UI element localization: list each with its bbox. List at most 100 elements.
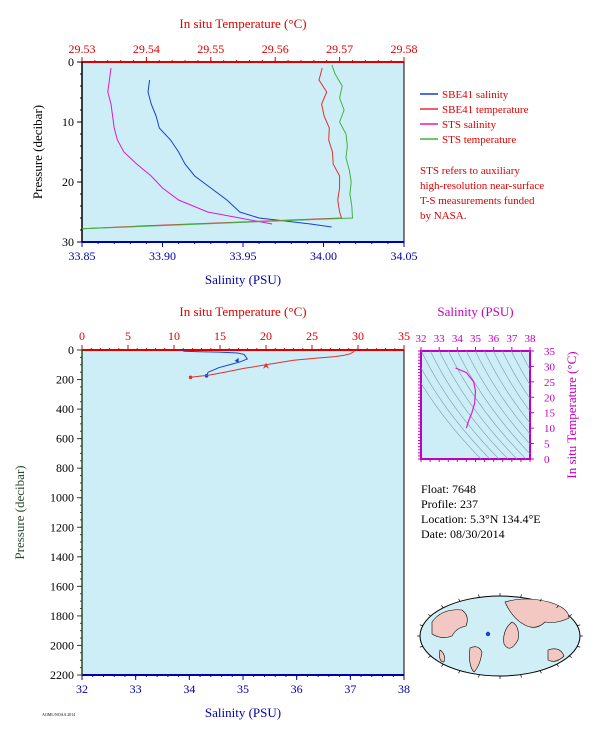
plot2-top-tick-label: 0 xyxy=(79,329,85,343)
ts-right-axis-title: In situ Temperature (°C) xyxy=(564,351,579,478)
plot2-top-tick-label: 5 xyxy=(125,329,131,343)
plot1-bottom-tick-label: 34.00 xyxy=(310,249,337,263)
plot1-note-line: T-S measurements funded xyxy=(420,195,535,207)
ts-density-contour xyxy=(484,351,530,424)
float-location: Location: 5.3°N 134.4°E xyxy=(421,512,541,526)
ts-profile-line xyxy=(455,367,477,429)
world-map-tick xyxy=(478,674,480,678)
ts-top-tick-label: 33 xyxy=(434,333,446,345)
plot2-y-tick-label: 800 xyxy=(56,461,74,475)
plot1-top-tick-label: 29.57 xyxy=(326,42,353,56)
legend-label: STS salinity xyxy=(442,119,497,131)
world-map-tick xyxy=(441,664,444,667)
plot2-background xyxy=(81,349,405,676)
plot2-series-salinity xyxy=(181,349,249,377)
ts-right-tick-label: 10 xyxy=(544,423,556,435)
plot1-bottom-tick-label: 33.85 xyxy=(69,249,96,263)
plot2-y-axis-title: Pressure (decibar) xyxy=(12,465,27,559)
plot2-y-tick-label: 2000 xyxy=(50,638,74,652)
plot2-y-tick-label: 1400 xyxy=(50,550,74,564)
plot2-top-tick-label: 30 xyxy=(352,329,364,343)
world-map-tick xyxy=(520,674,522,678)
world-map-tick xyxy=(539,670,542,674)
world-map-tick xyxy=(478,594,480,598)
plot2-bottom-tick-label: 34 xyxy=(183,682,195,696)
world-map-tick xyxy=(458,598,461,602)
world-map-land xyxy=(439,649,445,663)
plot2-series-temperature xyxy=(190,349,355,378)
plot1-note-line: high-resolution near-surface xyxy=(420,180,544,192)
world-map-tick xyxy=(427,614,431,617)
footer-text: AOML/NOAA 2014 xyxy=(42,712,75,717)
world-map-tick xyxy=(520,594,522,598)
world-map-tick xyxy=(569,614,573,617)
ts-top-tick-label: 38 xyxy=(525,333,537,345)
plot1-bottom-tick-label: 33.90 xyxy=(149,249,176,263)
ts-top-tick-label: 34 xyxy=(452,333,464,345)
plot2-y-tick-label: 2200 xyxy=(50,668,74,682)
plot2-y-tick-label: 1600 xyxy=(50,579,74,593)
plot1-note-line: by NASA. xyxy=(420,210,467,222)
world-map-tick xyxy=(556,605,559,608)
plot2-y-tick-label: 1800 xyxy=(50,609,74,623)
legend-label: STS temperature xyxy=(442,134,516,146)
ts-density-contour xyxy=(448,351,527,459)
ts-right-tick-label: 30 xyxy=(544,361,556,373)
plot1-top-tick-label: 29.55 xyxy=(197,42,224,56)
plot2-top-tick-label: 35 xyxy=(398,329,410,343)
ts-density-contour xyxy=(439,351,518,459)
plot2-top-axis-title: In situ Temperature (°C) xyxy=(179,304,306,319)
plot1-top-tick-label: 29.56 xyxy=(262,42,289,56)
plot2-top-tick-label: 10 xyxy=(168,329,180,343)
ts-right-tick-label: 0 xyxy=(544,454,550,466)
plot2-bottom-tick-label: 33 xyxy=(130,682,142,696)
world-map-land xyxy=(469,646,483,673)
plot2-salinity-marker xyxy=(234,357,239,363)
plot1-top-tick-label: 29.54 xyxy=(133,42,160,56)
ts-right-tick-label: 25 xyxy=(544,377,556,389)
ts-top-tick-label: 37 xyxy=(506,333,518,345)
legend-label: SBE41 temperature xyxy=(442,104,529,116)
plot2-y-tick-label: 400 xyxy=(56,402,74,416)
plot1-series-sbe41-salinity xyxy=(147,79,332,228)
ts-density-contour xyxy=(511,351,530,386)
ts-right-tick-label: 5 xyxy=(544,439,550,451)
ts-right-tick-label: 35 xyxy=(544,346,556,358)
ts-density-contour xyxy=(520,351,530,371)
ts-density-contour xyxy=(421,351,500,459)
plot2-temperature-marker xyxy=(263,362,269,369)
plot2-top-tick-label: 15 xyxy=(214,329,226,343)
world-map-tick xyxy=(539,598,542,602)
world-map-tick xyxy=(419,624,423,626)
ts-top-tick-label: 36 xyxy=(488,333,500,345)
plot1-y-tick-label: 20 xyxy=(62,175,74,189)
plot1-y-axis-title: Pressure (decibar) xyxy=(30,105,45,199)
plot2-bottom-tick-label: 36 xyxy=(291,682,303,696)
profile-date: Date: 08/30/2014 xyxy=(421,527,505,541)
plot2-bottom-tick-label: 35 xyxy=(237,682,249,696)
ts-density-contour xyxy=(493,351,530,412)
plot2-top-tick-label: 25 xyxy=(306,329,318,343)
plot1-top-tick-label: 29.53 xyxy=(69,42,96,56)
world-map-tick xyxy=(556,664,559,667)
plot1-series-sbe41-temperature xyxy=(82,67,343,230)
world-map-tick xyxy=(441,605,444,608)
ts-top-tick-label: 35 xyxy=(470,333,482,345)
plot1-note-line: STS refers to auxiliary xyxy=(420,165,520,177)
ts-density-contour xyxy=(421,382,482,459)
world-map-tick xyxy=(569,655,573,658)
world-map-tick xyxy=(427,655,431,658)
world-map-tick xyxy=(577,624,581,626)
plot1-bottom-tick-label: 33.95 xyxy=(230,249,257,263)
ts-top-tick-label: 32 xyxy=(416,333,427,345)
plot1-y-tick-label: 30 xyxy=(62,235,74,249)
plot1-bottom-axis-title: Salinity (PSU) xyxy=(205,272,281,287)
ts-density-contour xyxy=(430,351,509,459)
ts-top-axis-title: Salinity (PSU) xyxy=(437,304,513,319)
plot1-y-tick-label: 10 xyxy=(62,115,74,129)
plot2-bottom-tick-label: 38 xyxy=(398,682,410,696)
plot1-background xyxy=(81,61,405,243)
plot2-y-tick-label: 200 xyxy=(56,373,74,387)
float-info: Float: 7648 Profile: 237 Location: 5.3°N… xyxy=(421,482,541,542)
